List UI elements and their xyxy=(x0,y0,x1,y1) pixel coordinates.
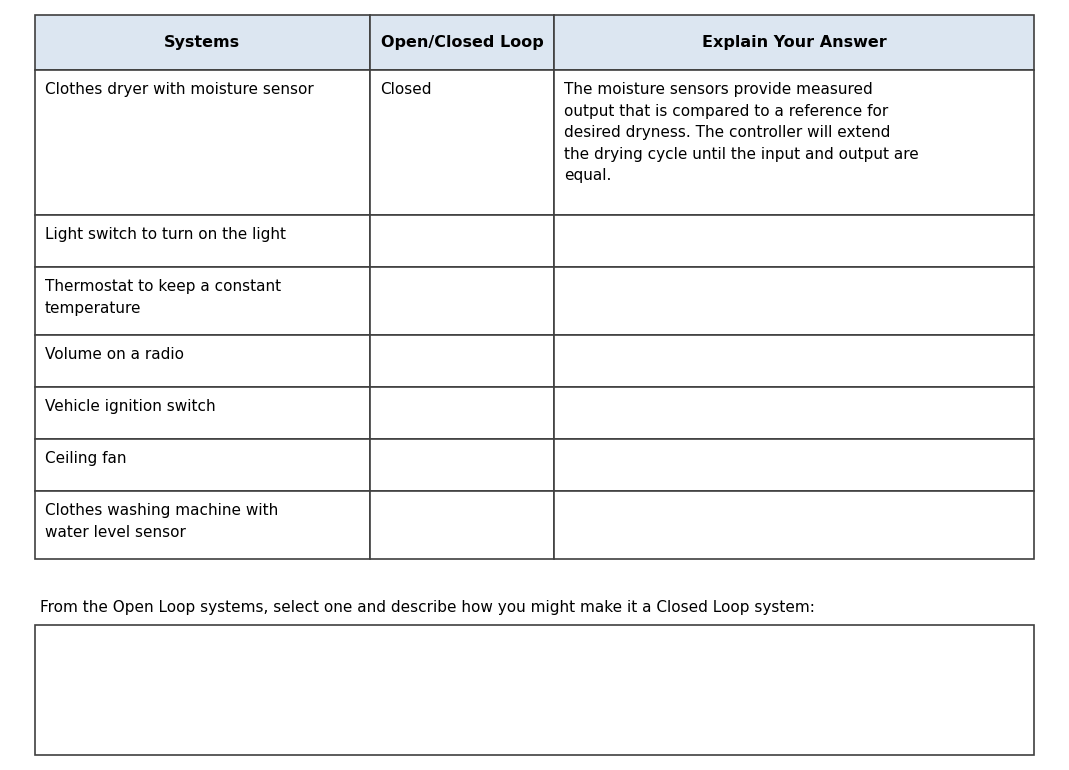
Text: The moisture sensors provide measured
output that is compared to a reference for: The moisture sensors provide measured ou… xyxy=(564,82,919,183)
Text: Clothes washing machine with
water level sensor: Clothes washing machine with water level… xyxy=(45,503,278,540)
Text: From the Open Loop systems, select one and describe how you might make it a Clos: From the Open Loop systems, select one a… xyxy=(40,600,815,615)
Text: Open/Closed Loop: Open/Closed Loop xyxy=(381,35,543,50)
Bar xyxy=(555,387,1034,439)
Bar xyxy=(555,335,1034,387)
Bar xyxy=(35,335,370,387)
Text: Ceiling fan: Ceiling fan xyxy=(45,451,126,466)
Text: Explain Your Answer: Explain Your Answer xyxy=(702,35,886,50)
Bar xyxy=(555,439,1034,491)
Bar xyxy=(370,335,555,387)
Bar xyxy=(370,70,555,215)
Bar xyxy=(370,15,555,70)
Text: Systems: Systems xyxy=(165,35,241,50)
Text: Volume on a radio: Volume on a radio xyxy=(45,347,184,362)
Bar xyxy=(555,70,1034,215)
Bar xyxy=(555,215,1034,267)
Bar xyxy=(370,491,555,559)
Bar xyxy=(35,15,370,70)
Bar xyxy=(35,215,370,267)
Bar xyxy=(35,491,370,559)
Bar xyxy=(35,267,370,335)
Text: Light switch to turn on the light: Light switch to turn on the light xyxy=(45,227,286,242)
Bar xyxy=(370,439,555,491)
Text: Vehicle ignition switch: Vehicle ignition switch xyxy=(45,399,216,414)
Bar xyxy=(35,439,370,491)
Bar xyxy=(370,387,555,439)
Text: Clothes dryer with moisture sensor: Clothes dryer with moisture sensor xyxy=(45,82,313,97)
Bar xyxy=(35,387,370,439)
Bar xyxy=(370,267,555,335)
Bar xyxy=(35,70,370,215)
Bar xyxy=(370,215,555,267)
Text: Thermostat to keep a constant
temperature: Thermostat to keep a constant temperatur… xyxy=(45,279,281,316)
Bar xyxy=(555,15,1034,70)
Text: Closed: Closed xyxy=(379,82,431,97)
Bar xyxy=(555,267,1034,335)
Bar xyxy=(35,625,1034,755)
Bar xyxy=(555,491,1034,559)
